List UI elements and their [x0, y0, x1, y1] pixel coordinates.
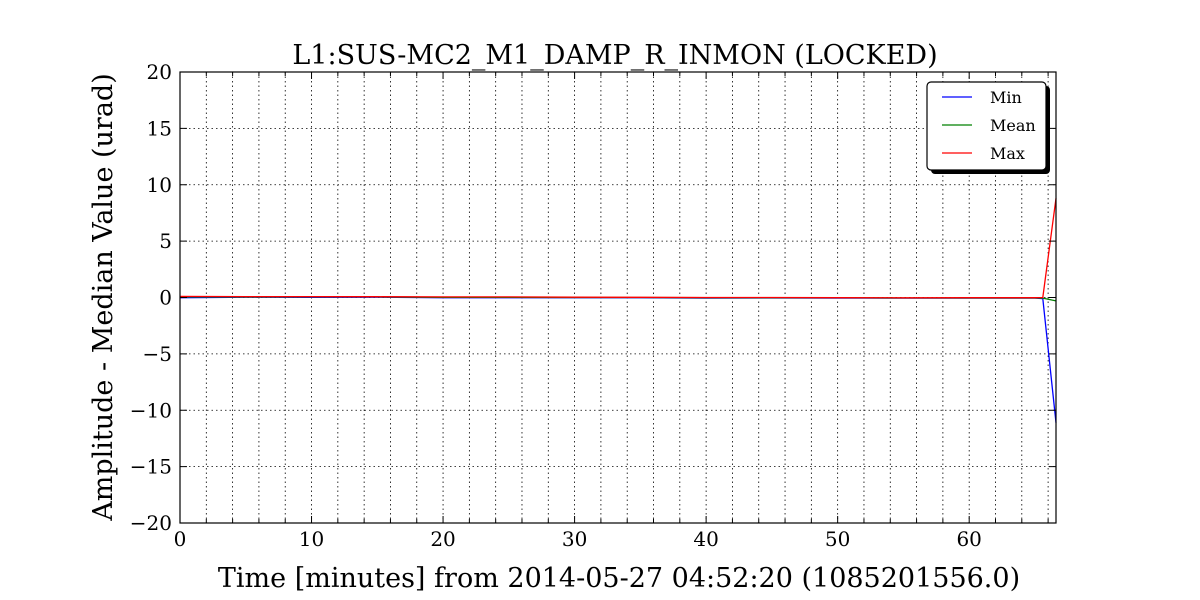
x-axis-label: Time [minutes] from 2014-05-27 04:52:20 … [218, 563, 1020, 594]
x-tick-label: 10 [299, 527, 324, 551]
legend-label-mean: Mean [990, 116, 1036, 135]
legend-label-min: Min [990, 88, 1022, 107]
series-line-max [179, 198, 1057, 299]
x-tick-label: 60 [956, 527, 981, 551]
x-tick-label: 20 [430, 527, 455, 551]
y-tick-label: −10 [130, 398, 172, 422]
chart-title: L1:SUS-MC2_M1_DAMP_R_INMON (LOCKED) [292, 40, 937, 71]
y-tick-label: −20 [130, 511, 172, 535]
legend-items: Min Mean Max [942, 88, 1036, 163]
y-tick-labels: −20 −15 −10 −5 0 5 10 15 20 [130, 60, 172, 535]
legend-label-max: Max [990, 144, 1025, 163]
x-tick-label: 30 [562, 527, 587, 551]
y-tick-label: 0 [159, 286, 172, 310]
legend: Min Mean Max [926, 81, 1050, 174]
x-tick-label: 40 [693, 527, 718, 551]
axis-ticks [179, 71, 1056, 524]
y-tick-label: 20 [147, 60, 172, 84]
y-tick-label: 10 [147, 173, 172, 197]
x-tick-label: 0 [174, 527, 187, 551]
y-tick-label: 5 [159, 229, 172, 253]
x-tick-label: 50 [825, 527, 850, 551]
y-axis-label: Amplitude - Median Value (urad) [88, 73, 119, 522]
y-tick-label: −5 [143, 342, 172, 366]
y-tick-label: 15 [147, 116, 172, 140]
legend-box [926, 81, 1047, 171]
x-tick-labels: 0 10 20 30 40 50 60 [174, 527, 982, 551]
y-tick-label: −15 [130, 455, 172, 479]
plot-series [179, 198, 1057, 423]
